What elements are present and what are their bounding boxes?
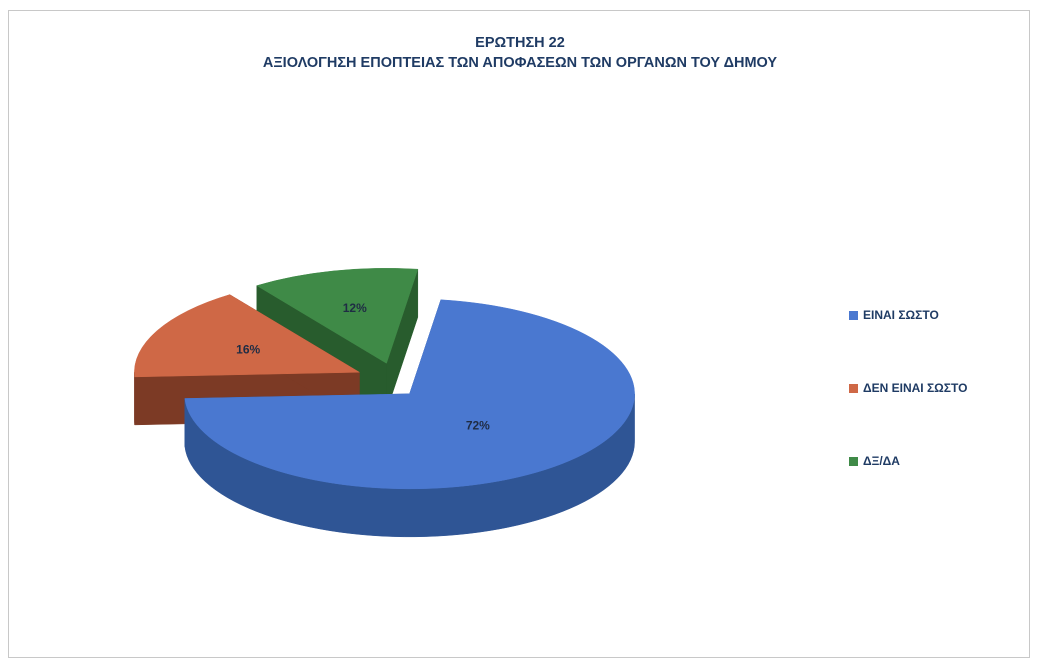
legend-swatch-1: [849, 383, 858, 393]
legend-label-0: ΕΙΝΑΙ ΣΩΣΤΟ: [863, 308, 939, 322]
legend-item-1: ΔΕΝ ΕΙΝΑΙ ΣΩΣΤΟ: [849, 380, 967, 396]
chart-frame: ΕΡΩΤΗΣΗ 22 ΑΞΙΟΛΟΓΗΣΗ ΕΠΟΠΤΕΙΑΣ ΤΩΝ ΑΠΟΦ…: [8, 10, 1030, 658]
legend-swatch-2: [849, 456, 858, 466]
legend-item-0: ΕΙΝΑΙ ΣΩΣΤΟ: [849, 307, 939, 323]
chart-title: ΕΡΩΤΗΣΗ 22: [475, 35, 565, 51]
pie-slice-top-0: [184, 299, 635, 490]
slice-label-0: 72%: [466, 418, 490, 432]
chart-title-block: ΕΡΩΤΗΣΗ 22 ΑΞΙΟΛΟΓΗΣΗ ΕΠΟΠΤΕΙΑΣ ΤΩΝ ΑΠΟΦ…: [9, 33, 1031, 73]
pie-slice-top-2: [256, 268, 419, 364]
pie-slice-top-1: [134, 294, 361, 378]
slice-label-1: 16%: [236, 342, 260, 356]
chart-subtitle: ΑΞΙΟΛΟΓΗΣΗ ΕΠΟΠΤΕΙΑΣ ΤΩΝ ΑΠΟΦΑΣΕΩΝ ΤΩΝ Ο…: [262, 55, 778, 71]
pie-slice-0: [184, 299, 635, 538]
pie-chart: 72% 16% 12%: [134, 268, 635, 538]
legend-label-2: ΔΞ/ΔΑ: [863, 454, 900, 468]
slice-label-2: 12%: [343, 301, 367, 315]
legend-item-2: ΔΞ/ΔΑ: [849, 453, 900, 469]
legend-swatch-0: [849, 310, 858, 320]
legend-label-1: ΔΕΝ ΕΙΝΑΙ ΣΩΣΤΟ: [863, 381, 968, 395]
